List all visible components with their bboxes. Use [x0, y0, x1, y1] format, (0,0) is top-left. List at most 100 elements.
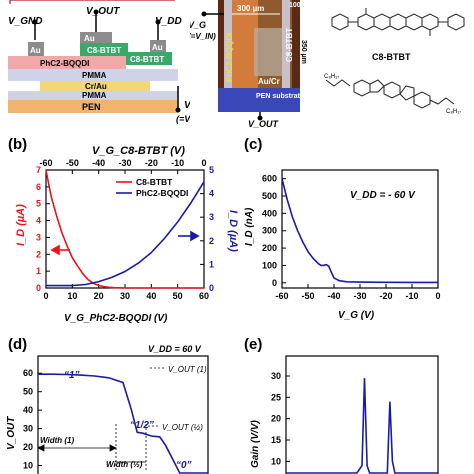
- b-right-tick: 4: [209, 189, 214, 199]
- c-y-tick: 500: [262, 191, 277, 201]
- panel-d-vdd: V_DD = 60 V: [148, 344, 202, 354]
- device-micrograph: V_G (=V_IN) 300 µm 100 µm 350 µm PhC2-BQ…: [190, 0, 320, 128]
- svg-text:Cr/Au: Cr/Au: [85, 82, 107, 91]
- svg-text:C8-BTBT: C8-BTBT: [285, 28, 294, 62]
- svg-text:V_OUT: V_OUT: [248, 119, 280, 128]
- panel-c-label: (c): [244, 136, 263, 153]
- c-y-tick: 600: [262, 174, 277, 184]
- panel-d-chart: V_DD = 60 V V_OUT “1” “1/2” “0” V_OUT (1…: [6, 344, 209, 474]
- c8btbt-layer-top: [80, 43, 128, 56]
- e-y-tick: 30: [271, 371, 281, 381]
- b-top-tick: -30: [118, 158, 131, 168]
- svg-text:Au: Au: [84, 34, 95, 43]
- svg-text:PMMA: PMMA: [82, 91, 107, 100]
- svg-text:300 µm: 300 µm: [237, 4, 264, 13]
- pmma-top-layer: [8, 69, 178, 81]
- b-top-tick: -40: [92, 158, 105, 168]
- b-right-tick: 2: [209, 236, 214, 246]
- svg-text:C8-BTBT: C8-BTBT: [130, 55, 164, 64]
- c8btbt-layer-right: [124, 52, 172, 65]
- molecular-structures: C8-BTBT C₈H₁₇ C₈H₁₇: [324, 8, 465, 115]
- b-left-tick: 0: [36, 283, 41, 293]
- cr-au-layer: [40, 81, 150, 91]
- inverter-current-curve: [281, 178, 438, 284]
- width-1-label: Width (1): [40, 436, 74, 445]
- c8-chain-right: C₈H₁₇: [446, 109, 461, 115]
- legend-label-phc2: PhC2-BQQDI: [136, 188, 188, 198]
- width-half-label: Width (½): [106, 460, 143, 469]
- b-left-tick: 1: [36, 266, 41, 276]
- e-y-tick: 25: [271, 392, 281, 402]
- d-y-tick: 30: [23, 424, 33, 434]
- b-bottom-tick: 0: [43, 291, 48, 301]
- b-right-tick: 3: [209, 212, 214, 222]
- b-bottom-tick: 30: [120, 291, 130, 301]
- state-half-label: “1/2”: [130, 420, 154, 431]
- b-left-tick: 3: [36, 232, 41, 242]
- d-y-tick: 60: [23, 368, 33, 378]
- b-top-tick: -10: [171, 158, 184, 168]
- b-bottom-tick: 40: [146, 291, 156, 301]
- panel-b-left-axis-label: I_D (µA): [15, 204, 27, 246]
- v-out-label: V_OUT: [86, 6, 120, 17]
- vout-curve: [38, 373, 208, 474]
- phc2-curve: [46, 181, 205, 287]
- e-y-tick: 10: [271, 456, 281, 466]
- gain-curve: [286, 378, 438, 474]
- c-x-tick: -20: [379, 291, 392, 301]
- c-x-tick: -10: [405, 291, 418, 301]
- svg-text:Au: Au: [30, 46, 41, 55]
- e-y-tick: 20: [271, 414, 281, 424]
- panel-b-chart: V_G_C8-BTBT (V) V_G_PhC2-BQQDI (V) I_D (…: [15, 145, 239, 324]
- c-x-tick: -50: [301, 291, 314, 301]
- pen-layer: [8, 100, 178, 113]
- b-bottom-tick: 10: [67, 291, 77, 301]
- panel-d-label: (d): [8, 336, 28, 353]
- svg-text:PhC2-BQQDI: PhC2-BQQDI: [40, 59, 89, 68]
- c-y-tick: 100: [262, 260, 277, 270]
- au-electrode-mid: [80, 32, 112, 43]
- blue-arrow: [178, 230, 200, 242]
- svg-text:C8-BTBT: C8-BTBT: [87, 46, 121, 55]
- panel-c-chart: V_DD = - 60 V V_G (V) I_D (nA) -60 -50 -40…: [244, 169, 441, 321]
- svg-text:PMMA: PMMA: [82, 71, 107, 80]
- c-x-tick: -30: [353, 291, 366, 301]
- state-0-label: “0”: [176, 460, 192, 471]
- b-bottom-tick: 20: [94, 291, 104, 301]
- b-right-tick: 5: [209, 165, 214, 175]
- c8-chain-left: C₈H₁₇: [324, 74, 339, 80]
- panel-b-right-axis-label: I_D (µA): [227, 210, 239, 252]
- b-top-tick: -60: [39, 158, 52, 168]
- b-left-tick: 7: [36, 165, 41, 175]
- c8-btbt-structure: [325, 79, 455, 109]
- svg-text:Au/Cr: Au/Cr: [258, 77, 280, 86]
- b-right-tick: 1: [209, 259, 214, 269]
- device-schematic: V_GND V_OUT V_DD Au Au Au C8-BTBT C8-BTB…: [8, 0, 200, 124]
- b-top-tick: -50: [66, 158, 79, 168]
- svg-text:PhC2-BQQDI: PhC2-BQQDI: [225, 33, 234, 82]
- panel-c-y-label: I_D (nA): [244, 207, 255, 246]
- pen-substrate-region: [218, 88, 300, 112]
- pmma-bottom-layer: [8, 91, 178, 100]
- svg-text:PEN substrate: PEN substrate: [256, 93, 304, 100]
- c-x-tick: 0: [435, 291, 440, 301]
- b-right-tick: 0: [209, 283, 214, 293]
- b-left-tick: 6: [36, 182, 41, 192]
- c-y-tick: 300: [262, 226, 277, 236]
- b-bottom-tick: 50: [173, 291, 183, 301]
- panel-e-chart: Gain (V/V) 30 25 20 15 10: [250, 355, 439, 474]
- svg-text:(=V_IN): (=V_IN): [190, 32, 216, 41]
- c-y-tick: 200: [262, 243, 277, 253]
- d-y-tick: 10: [23, 461, 33, 471]
- legend-label-c8btbt: C8-BTBT: [136, 177, 173, 187]
- e-y-tick: 15: [271, 435, 281, 445]
- au-electrode-left: [28, 42, 44, 56]
- au-electrode-right: [150, 40, 166, 52]
- phc2-bqqdi-structure: [331, 8, 465, 36]
- svg-text:350 µm: 350 µm: [300, 40, 307, 64]
- d-y-tick: 20: [23, 442, 33, 452]
- panel-c-x-label: V_G (V): [338, 310, 375, 321]
- v-dd-label: V_DD: [155, 16, 182, 27]
- b-left-tick: 5: [36, 199, 41, 209]
- panel-c-annotation: V_DD = - 60 V: [350, 190, 416, 201]
